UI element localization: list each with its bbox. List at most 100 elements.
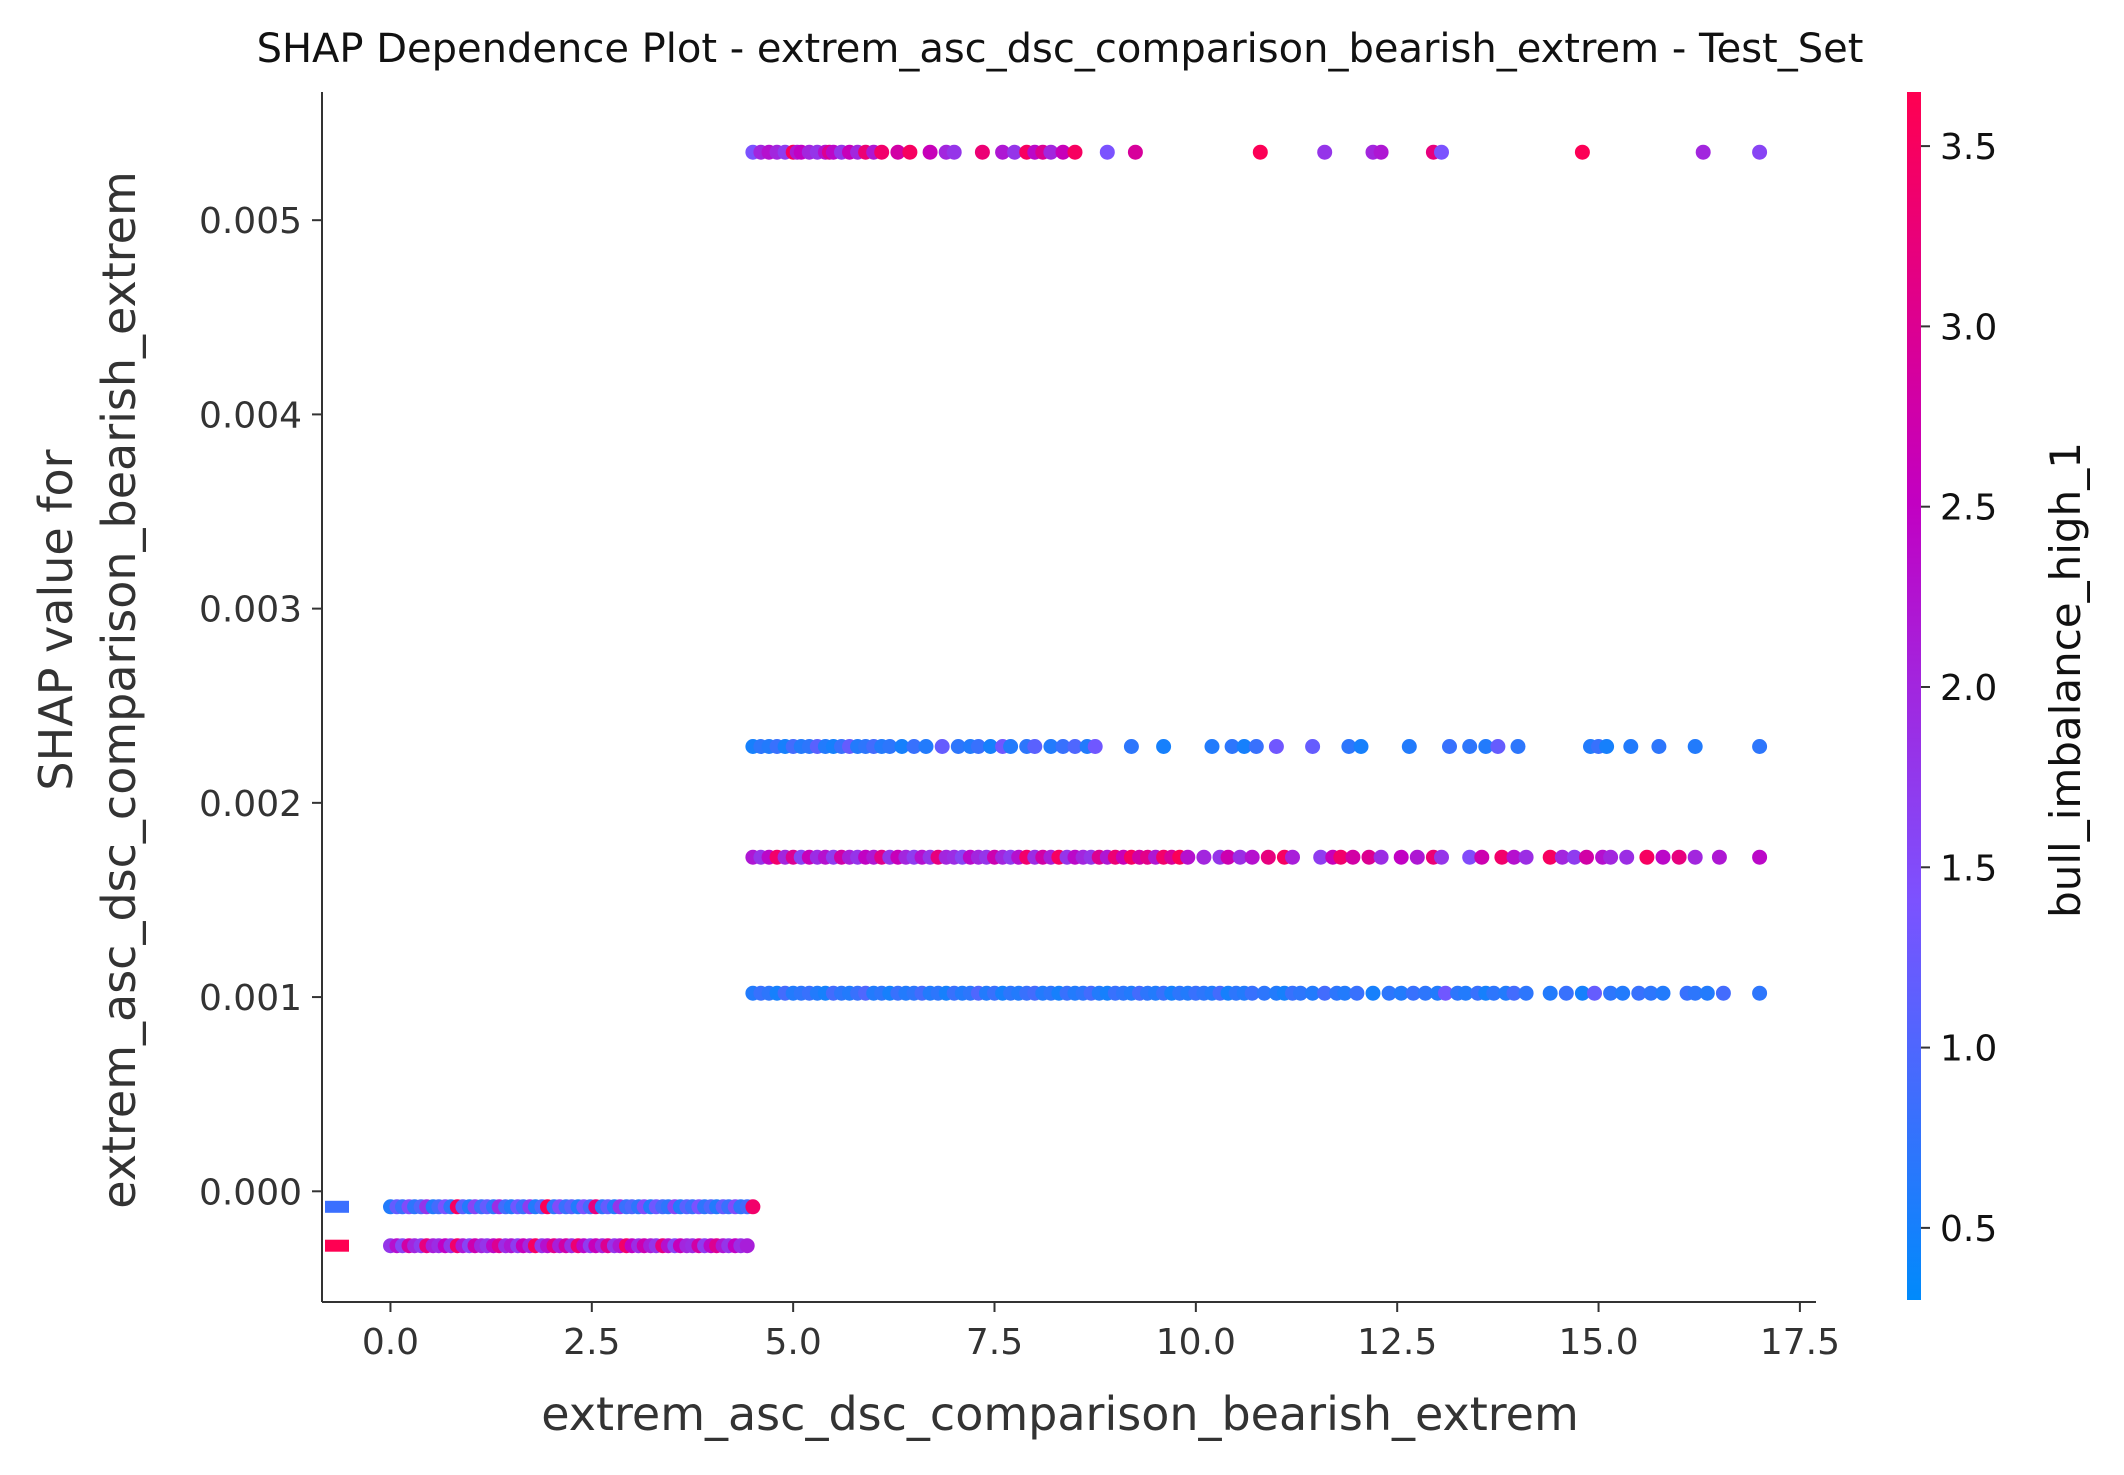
scatter-point [1687, 849, 1703, 865]
scatter-point [1434, 849, 1449, 865]
scatter-point [1506, 985, 1522, 1001]
x-tick-label: 2.5 [563, 1322, 620, 1363]
scatter-point [918, 739, 934, 754]
scatter-point [1268, 739, 1284, 754]
scatter-point [1752, 985, 1768, 1001]
scatter-point [1651, 739, 1667, 754]
scatter-point [1587, 985, 1602, 1001]
scatter-point [995, 144, 1011, 160]
scatter-point [1579, 849, 1594, 865]
scatter-point [1252, 144, 1268, 160]
scatter-point [745, 1199, 761, 1215]
scatter-point [1603, 985, 1619, 1001]
missing-value-marker [325, 1239, 349, 1252]
scatter-point [1220, 849, 1236, 865]
scatter-points [383, 144, 1768, 1254]
scatter-point [1506, 849, 1522, 865]
scatter-point [1474, 849, 1490, 865]
scatter-point [1244, 849, 1260, 865]
scatter-point [1003, 739, 1019, 754]
scatter-point [1574, 985, 1590, 1001]
scatter-point [902, 144, 918, 160]
scatter-point [1752, 739, 1768, 754]
scatter-point [1490, 739, 1506, 754]
scatter-point [1442, 739, 1457, 754]
scatter-point [974, 144, 990, 160]
scatter-point [1180, 849, 1196, 865]
scatter-point [1643, 985, 1659, 1001]
scatter-point [1599, 739, 1615, 754]
y-axis-label-line-1: SHAP value for [29, 449, 83, 790]
scatter-point [1127, 144, 1143, 160]
scatter-point [1603, 849, 1619, 865]
x-tick-label: 10.0 [1156, 1322, 1236, 1363]
scatter-point [1067, 144, 1083, 160]
scatter-point [1639, 849, 1655, 865]
colorbar-tick-label: 1.0 [1940, 1029, 1997, 1070]
scatter-point [1349, 985, 1365, 1001]
y-tick-label: 0.005 [199, 201, 302, 242]
scatter-point [739, 1238, 755, 1254]
scatter-point [1623, 739, 1639, 754]
scatter-point [1293, 985, 1308, 1001]
y-tick-label: 0.002 [199, 784, 302, 825]
colorbar-tick-label: 1.5 [1940, 848, 1997, 889]
scatter-point [1478, 739, 1494, 754]
scatter-point [1542, 849, 1558, 865]
x-tick-label: 5.0 [765, 1322, 822, 1363]
scatter-point [1236, 739, 1252, 754]
scatter-point [1232, 849, 1248, 865]
colorbar-tick-label: 2.0 [1940, 668, 1997, 709]
scatter-point [1619, 849, 1635, 865]
scatter-point [950, 739, 966, 754]
missing-value-markers [325, 1200, 349, 1252]
scatter-point [1401, 739, 1417, 754]
scatter-point [1631, 985, 1647, 1001]
scatter-point [1337, 985, 1353, 1001]
scatter-point [1486, 985, 1502, 1001]
scatter-point [1518, 985, 1534, 1001]
scatter-point [1373, 144, 1389, 160]
scatter-point [1687, 985, 1703, 1001]
scatter-point [1341, 739, 1357, 754]
scatter-point [1248, 739, 1264, 754]
scatter-point [1711, 849, 1727, 865]
missing-value-marker [325, 1200, 349, 1213]
scatter-point [1305, 739, 1321, 754]
y-axis-ticks: 0.000 0.001 0.002 0.003 0.004 0.005 [199, 201, 322, 1213]
scatter-point [1752, 849, 1768, 865]
y-tick-label: 0.003 [199, 590, 302, 631]
scatter-point [1285, 849, 1300, 865]
scatter-point [1260, 849, 1276, 865]
colorbar-ticks: 0.5 1.0 1.5 2.0 2.5 3.0 3.5 [1921, 127, 1997, 1250]
colorbar-tick-label: 3.5 [1940, 127, 1997, 168]
x-tick-label: 0.0 [362, 1322, 419, 1363]
colorbar-tick-label: 2.5 [1940, 488, 1997, 529]
scatter-point [1043, 739, 1059, 754]
scatter-point [1417, 985, 1433, 1001]
scatter-point [1381, 985, 1397, 1001]
scatter-point [1615, 985, 1631, 1001]
colorbar-tick-label: 3.0 [1940, 307, 1997, 348]
scatter-point [1055, 144, 1071, 160]
scatter-point [1361, 849, 1377, 865]
scatter-point [1393, 849, 1409, 865]
scatter-point [894, 739, 910, 754]
scatter-point [1353, 739, 1369, 754]
scatter-point [1462, 849, 1478, 865]
scatter-point [1558, 985, 1574, 1001]
scatter-point [890, 144, 906, 160]
x-tick-label: 15.0 [1558, 1322, 1638, 1363]
scatter-point [1027, 739, 1043, 754]
y-tick-label: 0.001 [199, 978, 302, 1019]
scatter-point [882, 739, 898, 754]
scatter-point [1313, 849, 1329, 865]
scatter-point [1007, 144, 1023, 160]
scatter-point [1345, 849, 1361, 865]
scatter-point [1043, 144, 1059, 160]
scatter-point [1099, 144, 1115, 160]
scatter-point [1462, 739, 1478, 754]
scatter-point [1434, 144, 1449, 160]
scatter-point [1067, 739, 1083, 754]
scatter-point [1244, 985, 1260, 1001]
